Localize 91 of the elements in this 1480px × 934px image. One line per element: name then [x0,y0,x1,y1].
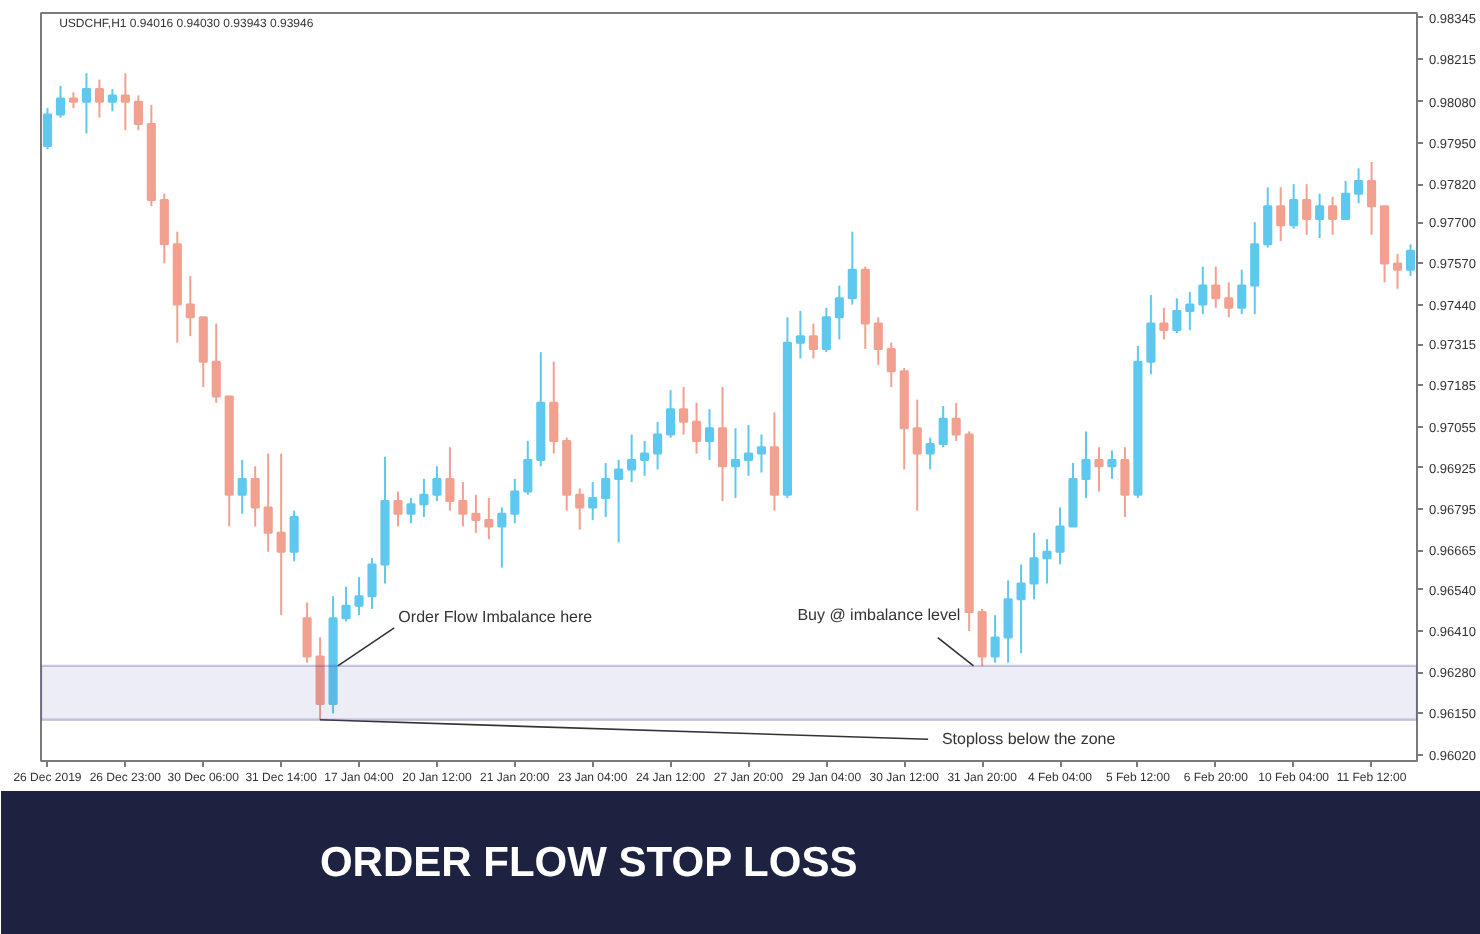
candlestick [1107,449,1117,480]
candlestick [1172,297,1182,335]
candlestick [925,436,935,471]
candlestick [614,458,624,544]
candlestick [1120,446,1130,518]
text: ORDER FLOW STOP LOSS [319,840,858,886]
candlestick [730,427,741,499]
candlestick [653,420,663,471]
candlestick [990,614,1000,664]
candlestick [1302,183,1312,236]
candlestick [588,481,598,522]
candlestick [743,424,754,477]
candlestick [1367,160,1377,236]
candlestick [808,322,818,360]
candlestick [341,585,351,623]
candlestick [691,401,702,455]
candlestick [432,465,442,503]
candlestick [1276,186,1286,243]
candlestick [977,607,987,667]
candlestick [159,192,169,265]
candlestick [1094,446,1104,493]
candlestick [1289,183,1299,230]
candlestick [1392,252,1403,290]
candlestick [1042,538,1052,585]
candlestick [315,636,325,721]
candlestick [263,452,273,553]
candlestick [912,398,922,512]
candlestick [1159,306,1169,341]
candlestick [575,487,585,531]
candlestick [627,433,637,484]
candlestick [55,84,66,119]
candlestick [834,284,844,341]
candlestick [484,496,494,541]
candlestick [198,316,208,388]
candlestick [640,439,650,477]
candlestick [419,477,429,518]
candlestick [406,496,416,525]
candlestick [211,322,221,404]
candlestick [523,439,533,496]
candlestick [1328,195,1338,236]
candlestick [94,78,104,119]
candlestick [769,411,779,512]
candlestick [120,72,130,132]
candlestick [601,462,611,518]
candlestick [756,433,767,474]
candlestick [1185,290,1195,331]
candlestick [471,493,481,534]
candlestick [1146,294,1156,376]
candlestick [1315,192,1325,240]
candlestick [1237,268,1247,316]
candlestick [1263,186,1273,249]
candlestick [393,490,403,528]
candlestick [185,275,195,338]
candlestick [1003,579,1013,664]
candlestick [1198,265,1208,316]
candlestick [1224,281,1234,319]
candlestick [81,72,91,135]
candlestick [445,446,455,512]
candlestick [458,481,468,528]
candlestick [1211,265,1221,309]
candlestick [276,452,286,617]
candlestick [821,306,831,354]
candlestick [951,401,961,442]
candlestick [237,458,247,515]
candlestick [289,509,299,563]
candlestick [666,389,676,439]
candlestick [107,88,117,113]
annotation: Buy @ imbalance level [797,606,961,625]
candlestick [1250,221,1260,316]
candlestick [250,465,260,528]
candlestick [549,360,559,455]
candlestick [873,316,883,366]
candlestick [1405,243,1416,278]
annotation: Order Flow Imbalance here [398,607,594,626]
candlestick [795,309,805,360]
annotation: Stoploss below the zone [941,730,1117,749]
candlestick [42,107,53,151]
candlestick [704,408,715,461]
candlestick [938,405,948,449]
candlestick [1341,179,1351,221]
candlestick [497,506,507,569]
candlestick [679,386,689,436]
candlestick [133,94,143,132]
candlestick [510,477,520,525]
candlestick [1081,430,1091,499]
candlestick [1354,167,1364,205]
candlestick [886,341,896,388]
candlestick [354,576,364,617]
candlestick [302,601,312,664]
candlestick [717,386,728,503]
candlestick [847,230,857,306]
